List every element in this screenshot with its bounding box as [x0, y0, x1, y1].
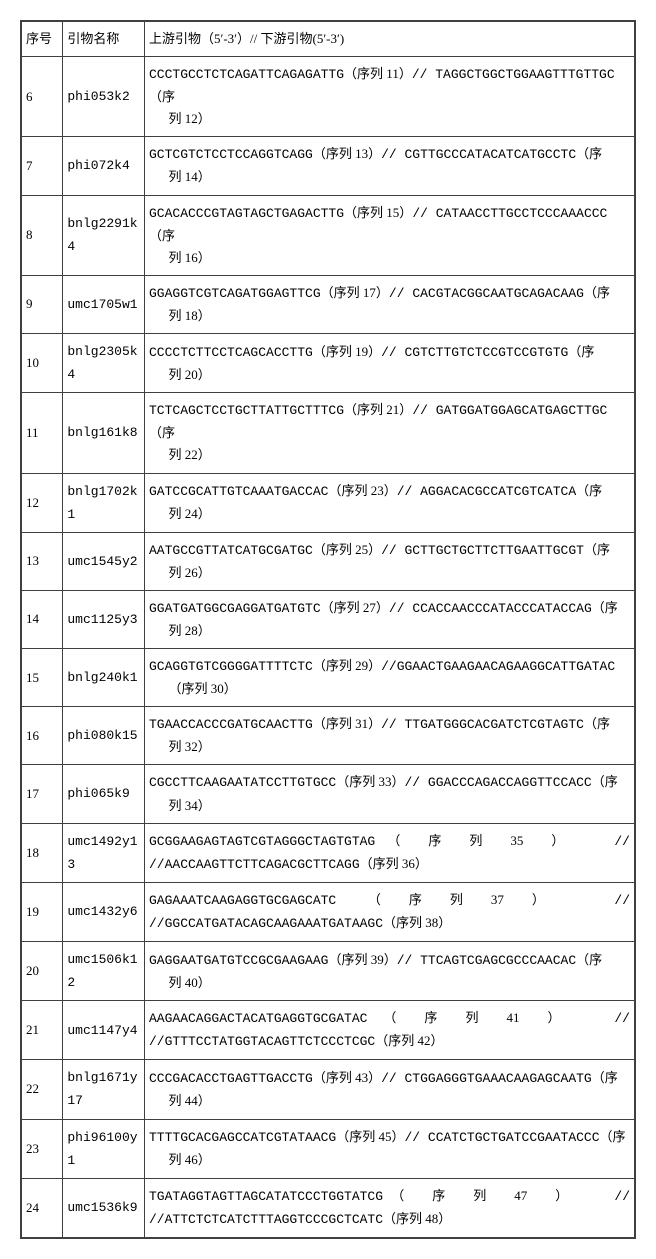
table-row: 13umc1545y2AATGCCGTTATCATGCGATGC（序列 25）/…	[21, 532, 635, 590]
cell-sequence: TCTCAGCTCCTGCTTATTGCTTTCG（序列 21）// GATGG…	[145, 393, 636, 473]
cell-primer-name: bnlg161k8	[63, 393, 145, 473]
cell-primer-name: bnlg1702k1	[63, 473, 145, 532]
cell-sequence: GCACACCCGTAGTAGCTGAGACTTG（序列 15）// CATAA…	[145, 195, 636, 275]
cell-primer-name: umc1492y13	[63, 823, 145, 882]
cell-no: 8	[21, 195, 63, 275]
cell-no: 19	[21, 882, 63, 941]
cell-sequence: AAGAACAGGACTACATGAGGTGCGATAC（序列41）////GT…	[145, 1001, 636, 1060]
table-row: 24umc1536k9TGATAGGTAGTTAGCATATCCCTGGTATC…	[21, 1178, 635, 1238]
table-row: 18umc1492y13GCGGAAGAGTAGTCGTAGGGCTAGTGTA…	[21, 823, 635, 882]
cell-primer-name: phi96100y1	[63, 1119, 145, 1178]
cell-sequence: GGATGATGGCGAGGATGATGTC（序列 27）// CCACCAAC…	[145, 590, 636, 648]
cell-no: 12	[21, 473, 63, 532]
cell-sequence: GCGGAAGAGTAGTCGTAGGGCTAGTGTAG（序列35）////A…	[145, 823, 636, 882]
table-body: 6phi053k2CCCTGCCTCTCAGATTCAGAGATTG（序列 11…	[21, 57, 635, 1238]
cell-primer-name: phi072k4	[63, 137, 145, 195]
cell-no: 14	[21, 590, 63, 648]
cell-primer-name: phi080k15	[63, 707, 145, 765]
cell-primer-name: phi065k9	[63, 765, 145, 823]
cell-sequence: CCCGACACCTGAGTTGACCTG（序列 43）// CTGGAGGGT…	[145, 1060, 636, 1119]
table-row: 17phi065k9CGCCTTCAAGAATATCCTTGTGCC（序列 33…	[21, 765, 635, 823]
table-row: 20umc1506k12GAGGAATGATGTCCGCGAAGAAG（序列 3…	[21, 942, 635, 1001]
table-row: 16phi080k15TGAACCACCCGATGCAACTTG（序列 31）/…	[21, 707, 635, 765]
cell-primer-name: umc1147y4	[63, 1001, 145, 1060]
cell-no: 20	[21, 942, 63, 1001]
table-row: 22bnlg1671y17CCCGACACCTGAGTTGACCTG（序列 43…	[21, 1060, 635, 1119]
cell-no: 17	[21, 765, 63, 823]
table-row: 15bnlg240k1GCAGGTGTCGGGGATTTTCTC（序列 29）/…	[21, 649, 635, 707]
table-row: 10bnlg2305k4CCCCTCTTCCTCAGCACCTTG（序列 19）…	[21, 334, 635, 393]
cell-sequence: GATCCGCATTGTCAAATGACCAC（序列 23）// AGGACAC…	[145, 473, 636, 532]
table-row: 12bnlg1702k1GATCCGCATTGTCAAATGACCAC（序列 2…	[21, 473, 635, 532]
cell-no: 11	[21, 393, 63, 473]
primer-table: 序号 引物名称 上游引物（5′-3′）// 下游引物(5′-3′) 6phi05…	[20, 20, 636, 1239]
table-row: 19umc1432y6GAGAAATCAAGAGGTGCGAGCATC（序列37…	[21, 882, 635, 941]
cell-no: 21	[21, 1001, 63, 1060]
table-row: 21umc1147y4AAGAACAGGACTACATGAGGTGCGATAC（…	[21, 1001, 635, 1060]
cell-primer-name: umc1705w1	[63, 275, 145, 333]
cell-sequence: GAGGAATGATGTCCGCGAAGAAG（序列 39）// TTCAGTC…	[145, 942, 636, 1001]
cell-primer-name: bnlg2305k4	[63, 334, 145, 393]
cell-no: 10	[21, 334, 63, 393]
table-row: 8bnlg2291k4GCACACCCGTAGTAGCTGAGACTTG（序列 …	[21, 195, 635, 275]
cell-primer-name: bnlg2291k4	[63, 195, 145, 275]
cell-primer-name: bnlg1671y17	[63, 1060, 145, 1119]
cell-sequence: AATGCCGTTATCATGCGATGC（序列 25）// GCTTGCTGC…	[145, 532, 636, 590]
table-row: 9umc1705w1GGAGGTCGTCAGATGGAGTTCG（序列 17）/…	[21, 275, 635, 333]
cell-no: 15	[21, 649, 63, 707]
cell-no: 22	[21, 1060, 63, 1119]
table-row: 23phi96100y1TTTTGCACGAGCCATCGTATAACG（序列 …	[21, 1119, 635, 1178]
cell-no: 16	[21, 707, 63, 765]
header-no: 序号	[21, 21, 63, 57]
header-name: 引物名称	[63, 21, 145, 57]
cell-no: 6	[21, 57, 63, 137]
table-row: 7phi072k4GCTCGTCTCCTCCAGGTCAGG（序列 13）// …	[21, 137, 635, 195]
cell-no: 13	[21, 532, 63, 590]
table-row: 14umc1125y3GGATGATGGCGAGGATGATGTC（序列 27）…	[21, 590, 635, 648]
cell-no: 18	[21, 823, 63, 882]
cell-sequence: CCCCTCTTCCTCAGCACCTTG（序列 19）// CGTCTTGTC…	[145, 334, 636, 393]
cell-sequence: TTTTGCACGAGCCATCGTATAACG（序列 45）// CCATCT…	[145, 1119, 636, 1178]
cell-primer-name: umc1125y3	[63, 590, 145, 648]
header-row: 序号 引物名称 上游引物（5′-3′）// 下游引物(5′-3′)	[21, 21, 635, 57]
header-primer: 上游引物（5′-3′）// 下游引物(5′-3′)	[145, 21, 636, 57]
cell-no: 7	[21, 137, 63, 195]
cell-sequence: TGATAGGTAGTTAGCATATCCCTGGTATCG（序列47）////…	[145, 1178, 636, 1238]
cell-sequence: GGAGGTCGTCAGATGGAGTTCG（序列 17）// CACGTACG…	[145, 275, 636, 333]
cell-primer-name: phi053k2	[63, 57, 145, 137]
table-row: 11bnlg161k8TCTCAGCTCCTGCTTATTGCTTTCG（序列 …	[21, 393, 635, 473]
cell-sequence: CCCTGCCTCTCAGATTCAGAGATTG（序列 11）// TAGGC…	[145, 57, 636, 137]
cell-no: 24	[21, 1178, 63, 1238]
table-row: 6phi053k2CCCTGCCTCTCAGATTCAGAGATTG（序列 11…	[21, 57, 635, 137]
cell-sequence: GAGAAATCAAGAGGTGCGAGCATC（序列37）////GGCCAT…	[145, 882, 636, 941]
cell-primer-name: bnlg240k1	[63, 649, 145, 707]
cell-sequence: GCAGGTGTCGGGGATTTTCTC（序列 29）//GGAACTGAAG…	[145, 649, 636, 707]
cell-primer-name: umc1432y6	[63, 882, 145, 941]
cell-no: 23	[21, 1119, 63, 1178]
cell-primer-name: umc1506k12	[63, 942, 145, 1001]
cell-sequence: GCTCGTCTCCTCCAGGTCAGG（序列 13）// CGTTGCCCA…	[145, 137, 636, 195]
cell-sequence: TGAACCACCCGATGCAACTTG（序列 31）// TTGATGGGC…	[145, 707, 636, 765]
cell-primer-name: umc1545y2	[63, 532, 145, 590]
cell-no: 9	[21, 275, 63, 333]
cell-primer-name: umc1536k9	[63, 1178, 145, 1238]
cell-sequence: CGCCTTCAAGAATATCCTTGTGCC（序列 33）// GGACCC…	[145, 765, 636, 823]
